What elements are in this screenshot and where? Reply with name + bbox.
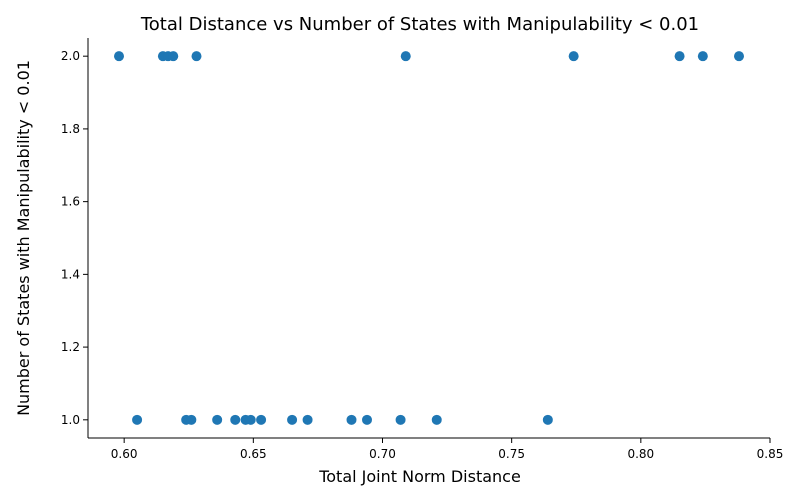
data-point <box>674 51 685 62</box>
data-point <box>568 51 579 62</box>
chart-title: Total Distance vs Number of States with … <box>140 14 699 35</box>
data-point <box>230 414 241 425</box>
data-point <box>542 414 553 425</box>
data-point <box>245 414 256 425</box>
y-tick-label: 1.6 <box>61 195 80 209</box>
data-point <box>287 414 298 425</box>
y-tick-label: 2.0 <box>61 49 80 63</box>
data-point <box>431 414 442 425</box>
data-point <box>212 414 223 425</box>
axes: 0.60 0.65 0.70 0.75 0.80 0.85 1.0 1.2 1.4 1.6 1.8 2… <box>61 38 783 461</box>
data-point <box>697 51 708 62</box>
x-tick-label: 0.60 <box>111 447 138 461</box>
x-tick-label: 0.65 <box>240 447 267 461</box>
data-point <box>256 414 267 425</box>
y-tick-label: 1.8 <box>61 122 80 136</box>
data-point <box>362 414 372 425</box>
data-point <box>346 414 357 425</box>
data-point <box>186 414 197 425</box>
x-axis-label: Total Joint Norm Distance <box>318 467 521 486</box>
data-point <box>132 414 143 425</box>
y-tick-label: 1.2 <box>61 340 80 354</box>
data-points <box>114 51 744 425</box>
data-point <box>114 51 124 62</box>
y-tick-label: 1.0 <box>61 413 80 427</box>
data-point <box>302 414 313 425</box>
y-axis-label: Number of States with Manipulability < 0… <box>14 60 33 416</box>
data-point <box>168 51 179 62</box>
data-point <box>395 414 406 425</box>
data-point <box>734 51 744 62</box>
y-tick-label: 1.4 <box>61 267 80 281</box>
data-point <box>191 51 202 62</box>
x-tick-label: 0.75 <box>498 447 525 461</box>
x-tick-label: 0.80 <box>627 447 654 461</box>
x-tick-label: 0.85 <box>757 447 784 461</box>
data-point <box>400 51 411 62</box>
x-tick-label: 0.70 <box>369 447 396 461</box>
